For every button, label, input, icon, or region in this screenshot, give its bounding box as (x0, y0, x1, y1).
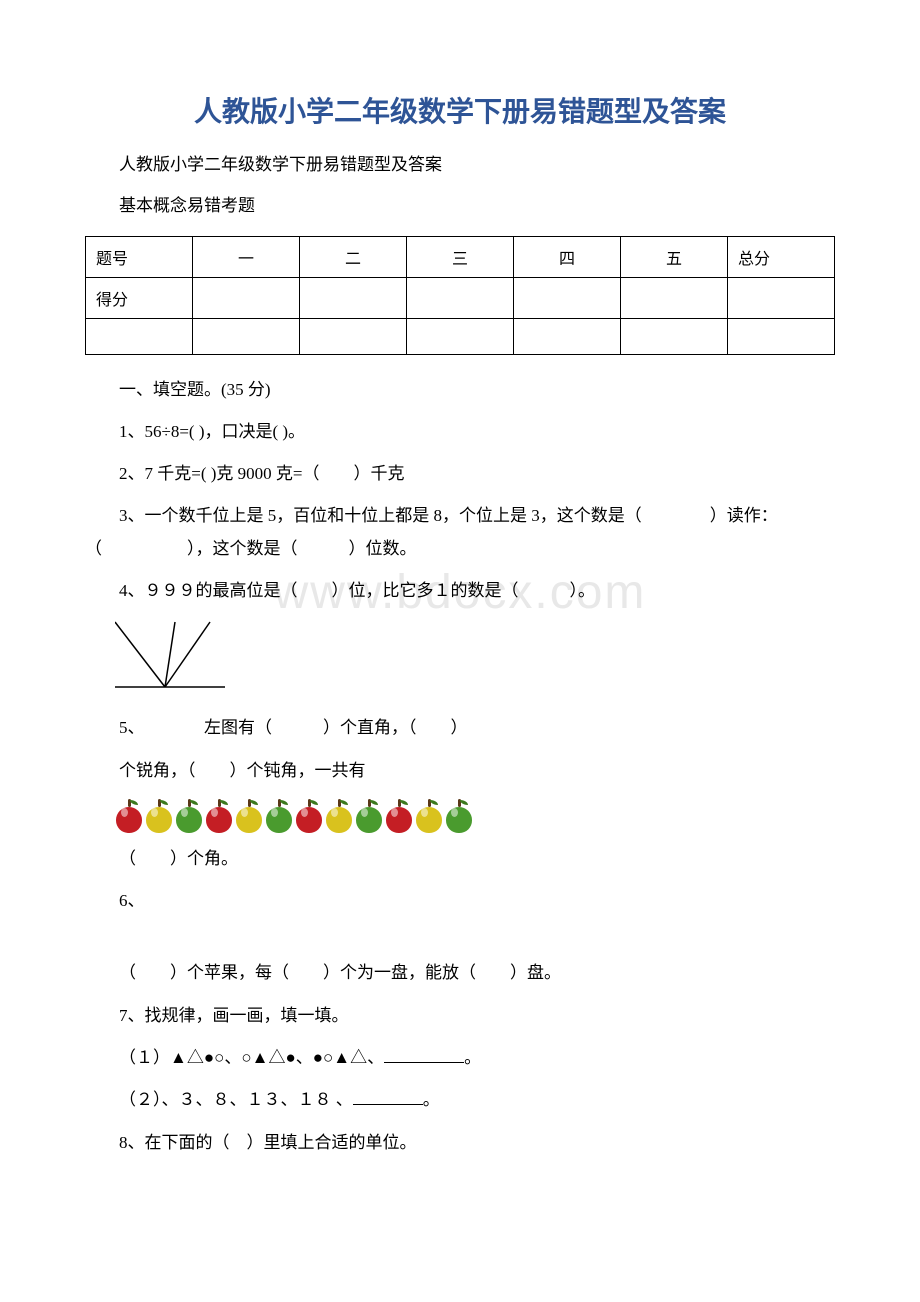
q7-1-end: 。 (464, 1048, 481, 1067)
section-heading: 一、填空题。(35 分) (85, 375, 835, 406)
question-1: 1、56÷8=( )，口决是( )。 (85, 416, 835, 448)
table-cell (193, 278, 300, 319)
apple-icon (265, 797, 293, 833)
question-7: 7、找规律，画一画，填一填。 (85, 1000, 835, 1032)
question-7-2: （２）、３、８、１３、１８ 、 。 (85, 1084, 835, 1116)
table-header-cell: 三 (407, 237, 514, 278)
apple-icon (445, 797, 473, 833)
question-4: 4、９９９的最高位是（ ）位，比它多１的数是（ ）。 (85, 575, 835, 607)
apple-icon (235, 797, 263, 833)
table-row: 得分 (86, 278, 835, 319)
table-row: 题号 一 二 三 四 五 总分 (86, 237, 835, 278)
table-cell (621, 319, 728, 355)
table-cell (514, 319, 621, 355)
apple-icon (415, 797, 443, 833)
angle-svg-icon (115, 617, 235, 697)
apples-row (115, 797, 835, 833)
table-cell (621, 278, 728, 319)
question-5-part3: （ ）个角。 (85, 843, 835, 875)
apple-icon (295, 797, 323, 833)
apple-icon (205, 797, 233, 833)
table-header-cell: 一 (193, 237, 300, 278)
apple-icon (145, 797, 173, 833)
table-cell (728, 278, 835, 319)
subtitle-2: 基本概念易错考题 (85, 191, 835, 222)
apple-icon (115, 797, 143, 833)
table-cell (728, 319, 835, 355)
table-header-cell: 总分 (728, 237, 835, 278)
question-8: 8、在下面的（ ）里填上合适的单位。 (85, 1127, 835, 1159)
question-5-part2: 个锐角，（ ）个钝角，一共有 (85, 755, 835, 787)
table-cell (193, 319, 300, 355)
table-row (86, 319, 835, 355)
blank-line (384, 1046, 464, 1063)
question-7-1: （１）▲△●○、○▲△●、●○▲△、 。 (85, 1042, 835, 1074)
question-6-label: 6、 (85, 885, 835, 917)
table-header-cell: 题号 (86, 237, 193, 278)
document-content: 人教版小学二年级数学下册易错题型及答案 人教版小学二年级数学下册易错题型及答案 … (85, 90, 835, 1159)
blank-line (353, 1088, 423, 1105)
table-header-cell: 五 (621, 237, 728, 278)
subtitle-1: 人教版小学二年级数学下册易错题型及答案 (85, 150, 835, 181)
score-table: 题号 一 二 三 四 五 总分 得分 (85, 236, 835, 355)
question-5-part1: 5、 左图有（ ）个直角，（ ） (85, 712, 835, 744)
table-cell (300, 278, 407, 319)
table-cell (407, 319, 514, 355)
angle-diagram (115, 617, 235, 702)
question-3: 3、一个数千位上是 5，百位和十位上都是 8，个位上是 3，这个数是（ ）读作：… (85, 500, 835, 565)
question-2: 2、7 千克=( )克 9000 克=（ ）千克 (85, 458, 835, 490)
table-cell: 得分 (86, 278, 193, 319)
page-title: 人教版小学二年级数学下册易错题型及答案 (85, 90, 835, 130)
table-header-cell: 四 (514, 237, 621, 278)
table-cell (514, 278, 621, 319)
q7-2-end: 。 (423, 1090, 440, 1109)
q7-2-text: （２）、３、８、１３、１８ 、 (119, 1090, 353, 1109)
table-header-cell: 二 (300, 237, 407, 278)
apple-icon (355, 797, 383, 833)
apple-icon (325, 797, 353, 833)
table-cell (300, 319, 407, 355)
apple-icon (175, 797, 203, 833)
table-cell (86, 319, 193, 355)
table-cell (407, 278, 514, 319)
question-6-text: （ ）个苹果，每（ ）个为一盘，能放（ ）盘。 (85, 957, 835, 989)
apple-icon (385, 797, 413, 833)
q7-1-text: （１）▲△●○、○▲△●、●○▲△、 (119, 1048, 384, 1067)
